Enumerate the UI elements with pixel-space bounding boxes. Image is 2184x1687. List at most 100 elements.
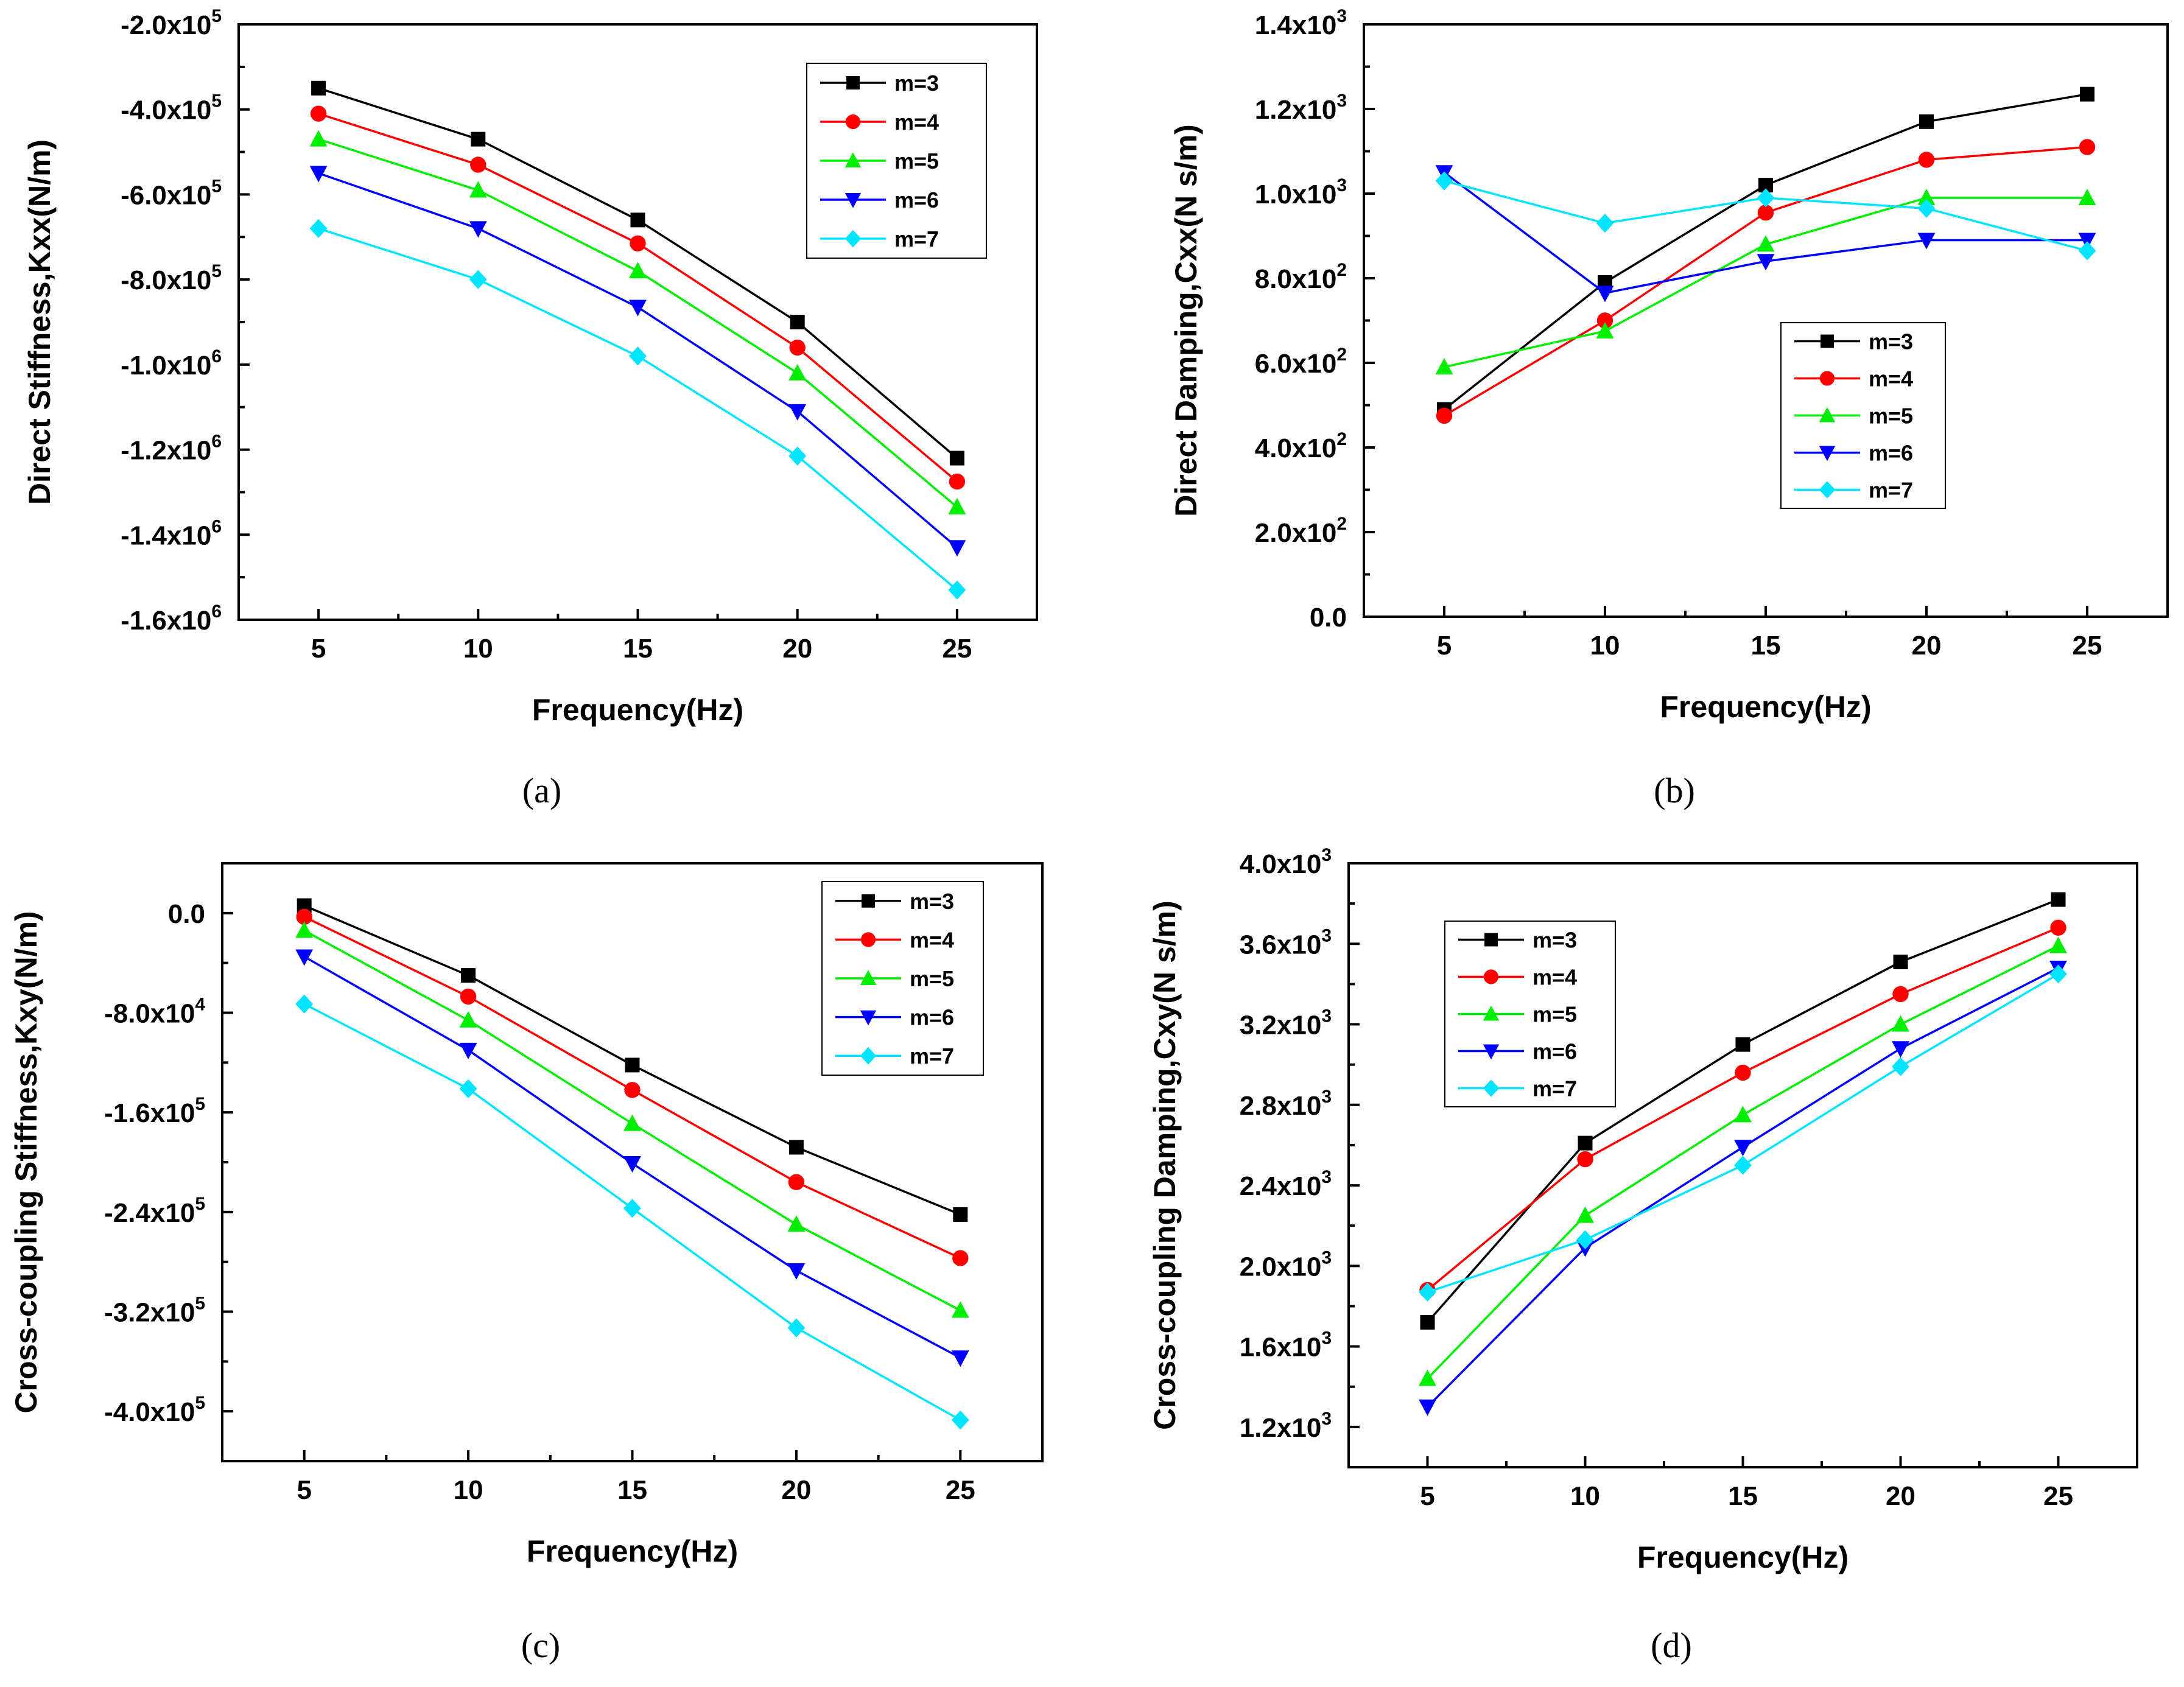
data-point (787, 1318, 806, 1338)
data-point (469, 270, 487, 289)
data-point (625, 1057, 640, 1073)
x-tick-label: 15 (617, 1475, 647, 1505)
y-tick-label: -1.2x106 (121, 432, 222, 466)
legend-entry: m=3 (910, 889, 954, 914)
data-point (787, 1215, 806, 1232)
legend-entry: m=3 (894, 71, 939, 96)
legend-swatch-marker (1819, 371, 1835, 386)
plot-frame (1363, 23, 2169, 618)
panel-caption: (b) (1654, 771, 1695, 810)
y-tick-label: 6.0x102 (1255, 345, 1347, 379)
legend-swatch-marker (1483, 1044, 1500, 1060)
legend-entry: m=6 (894, 188, 939, 212)
y-tick-label: 0.0 (1310, 603, 1347, 633)
y-tick-label: -1.6x105 (104, 1094, 205, 1128)
data-point (623, 1156, 641, 1173)
data-point (459, 1079, 477, 1098)
y-tick-label: 3.6x103 (1240, 925, 1332, 959)
data-point (1596, 321, 1614, 338)
data-point (2079, 139, 2096, 155)
data-point (1576, 1206, 1594, 1223)
x-tick-label: 10 (1570, 1481, 1600, 1511)
data-point (2049, 936, 2067, 953)
x-axis-title: Frequency(Hz) (1637, 1540, 1849, 1574)
x-tick-label: 25 (2043, 1481, 2073, 1511)
data-point (295, 949, 314, 966)
data-point (623, 1114, 641, 1131)
data-point (1576, 1230, 1594, 1249)
data-point (629, 262, 647, 279)
x-tick-label: 15 (623, 634, 653, 664)
data-point (309, 166, 328, 183)
x-tick-label: 10 (1590, 631, 1620, 661)
y-tick-label: 2.0x103 (1240, 1247, 1332, 1282)
legend-entry: m=7 (894, 226, 939, 251)
legend-swatch-marker (845, 114, 861, 130)
y-tick-label: 1.4x103 (1255, 6, 1347, 40)
y-tick-label: -6.0x105 (121, 176, 222, 210)
data-point (948, 497, 966, 514)
legend-entry: m=5 (910, 966, 954, 991)
data-point (624, 1082, 641, 1098)
legend-entry: m=6 (1533, 1039, 1577, 1064)
data-point (1893, 955, 1908, 970)
x-tick-label: 20 (1912, 631, 1942, 661)
data-point (2078, 233, 2096, 250)
data-point (629, 300, 647, 317)
data-point (623, 1199, 641, 1218)
y-tick-label: 1.0x103 (1255, 175, 1347, 209)
data-point (1419, 1399, 1436, 1416)
y-tick-label: 2.8x103 (1240, 1087, 1332, 1121)
legend-entry: m=4 (894, 110, 939, 135)
data-point (1435, 171, 1453, 191)
series-line (1444, 197, 2087, 368)
legend-entry: m=6 (910, 1005, 954, 1030)
x-tick-label: 10 (463, 634, 493, 664)
x-tick-label: 5 (311, 634, 326, 664)
data-point (2078, 188, 2096, 205)
data-point (2050, 919, 2066, 936)
data-point (1917, 188, 1936, 205)
data-point (295, 994, 314, 1014)
x-tick-label: 15 (1728, 1481, 1758, 1511)
y-tick-label: 3.2x103 (1240, 1006, 1332, 1040)
data-point (309, 219, 328, 238)
data-point (1734, 1156, 1752, 1175)
y-tick-label: -1.0x106 (121, 346, 222, 381)
data-point (1596, 286, 1614, 303)
panel-caption: (a) (522, 771, 561, 810)
legend-entry: m=5 (1533, 1002, 1577, 1027)
legend-swatch-marker (862, 894, 875, 908)
y-axis-title: Direct Stiffness,Kxx(N/m) (23, 139, 57, 505)
data-point (788, 446, 807, 466)
legend-entry: m=5 (1869, 404, 1913, 429)
y-tick-label: -4.0x105 (121, 91, 222, 125)
data-point (787, 1263, 806, 1280)
legend: m=3 m=4 m=5 m=6 m=7 (806, 63, 987, 259)
data-point (951, 1410, 969, 1430)
data-point (1734, 1140, 1752, 1157)
data-point (789, 339, 806, 356)
x-tick-label: 20 (782, 634, 812, 664)
legend-swatch-marker (1483, 1005, 1500, 1021)
data-point (311, 80, 326, 96)
legend: m=3 m=4 m=5 m=6 m=7 (1444, 921, 1616, 1107)
data-point (470, 156, 486, 173)
data-point (2078, 241, 2096, 261)
legend-swatch-marker (1821, 334, 1834, 348)
y-tick-label: -2.4x105 (104, 1194, 205, 1228)
y-axis-title: Direct Damping,Cxx(N s/m) (1169, 124, 1203, 517)
data-point (630, 235, 646, 251)
legend-entry: m=4 (1869, 367, 1913, 391)
legend-swatch-marker (860, 932, 876, 947)
y-tick-label: -8.0x104 (104, 995, 205, 1029)
data-point (2051, 892, 2066, 907)
series-line (318, 227, 958, 591)
data-point (1919, 114, 1934, 129)
data-point (1892, 986, 1909, 1003)
legend-entry: m=4 (910, 927, 954, 952)
data-point (1735, 1037, 1750, 1052)
legend-swatch-marker (1484, 933, 1498, 947)
data-point (1419, 1369, 1436, 1386)
